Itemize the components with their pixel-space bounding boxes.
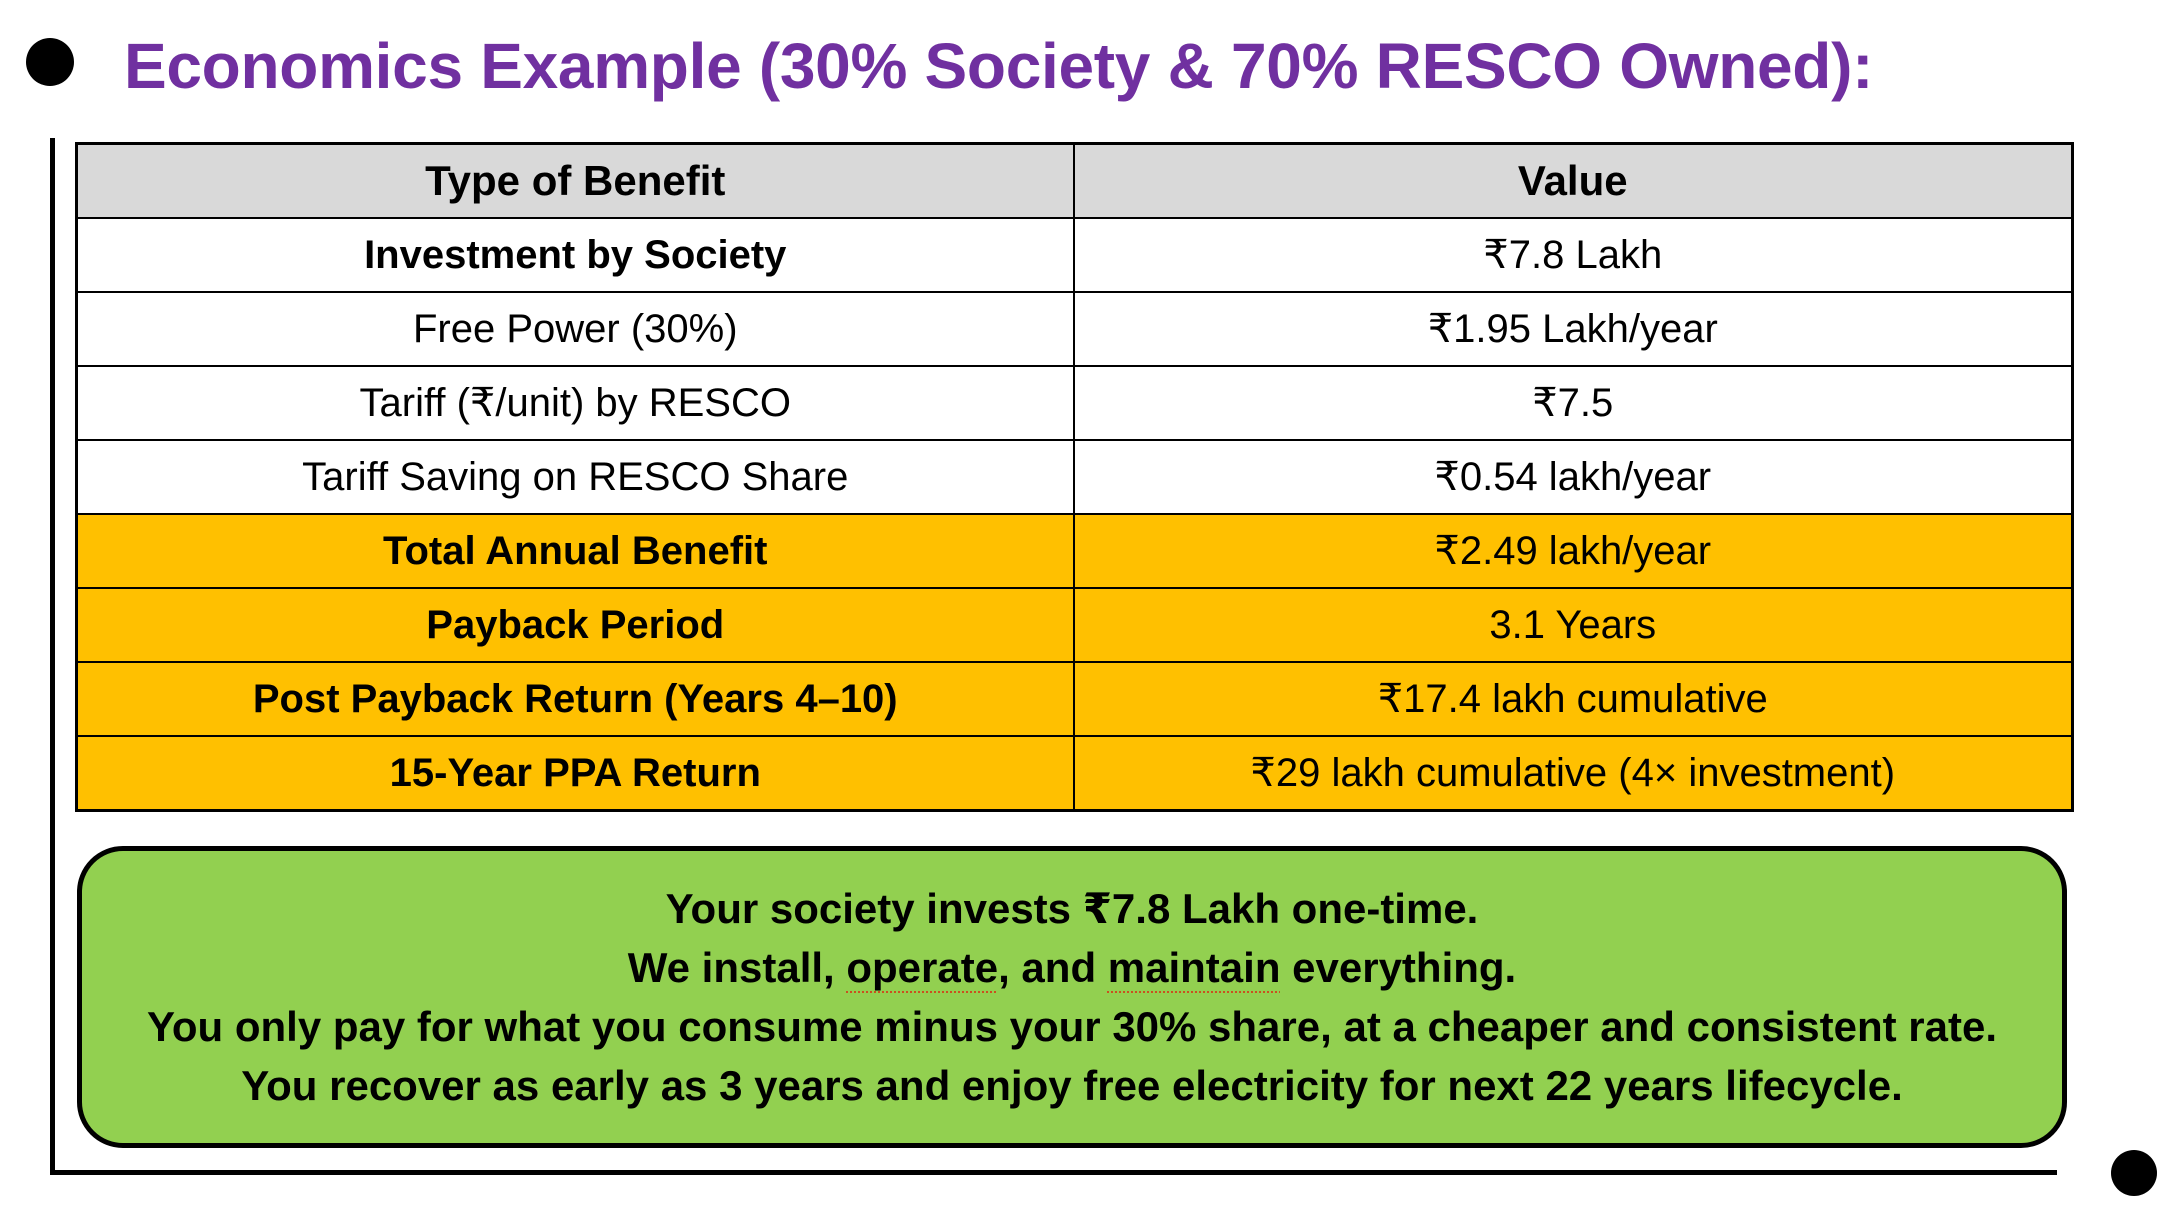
benefit-value-cell: ₹2.49 lakh/year: [1072, 513, 2074, 589]
callout-text: everything.: [1280, 944, 1517, 991]
callout-text: , and: [998, 944, 1108, 991]
callout-line-payment: You only pay for what you consume minus …: [146, 1003, 1998, 1050]
benefit-value-cell: ₹0.54 lakh/year: [1072, 439, 2074, 515]
benefit-type-cell: Tariff (₹/unit) by RESCO: [75, 365, 1075, 441]
benefit-value-cell: ₹1.95 Lakh/year: [1072, 291, 2074, 367]
frame-bottom-line: [50, 1170, 2057, 1175]
callout-text: We install,: [627, 944, 847, 991]
benefits-table: Type of Benefit Value Investment by Soci…: [75, 142, 2074, 812]
slide-title: Economics Example (30% Society & 70% RES…: [124, 30, 1874, 102]
benefit-type-cell: Free Power (30%): [75, 291, 1075, 367]
column-header-value: Value: [1072, 142, 2074, 219]
table-row: Investment by Society ₹7.8 Lakh: [75, 217, 2074, 293]
table-header-row: Type of Benefit Value: [75, 142, 2074, 219]
spellcheck-word-operate: operate: [846, 944, 999, 991]
benefit-type-cell: 15-Year PPA Return: [75, 735, 1075, 812]
benefit-value-cell: ₹7.8 Lakh: [1072, 217, 2074, 293]
benefit-type-cell: Total Annual Benefit: [75, 513, 1075, 589]
title-bullet: [26, 38, 74, 86]
callout-line-services: We install, operate, and maintain everyt…: [628, 938, 1516, 997]
benefit-type-cell: Investment by Society: [75, 217, 1075, 293]
table-row-highlighted: 15-Year PPA Return ₹29 lakh cumulative (…: [75, 735, 2074, 812]
corner-bullet: [2111, 1150, 2157, 1196]
column-header-type: Type of Benefit: [75, 142, 1075, 219]
benefit-value-cell: ₹17.4 lakh cumulative: [1072, 661, 2074, 737]
summary-callout-box: Your society invests ₹7.8 Lakh one-time.…: [77, 846, 2067, 1148]
benefit-value-cell: ₹7.5: [1072, 365, 2074, 441]
benefit-type-cell: Payback Period: [75, 587, 1075, 663]
table-row: Free Power (30%) ₹1.95 Lakh/year: [75, 291, 2074, 367]
callout-line-investment: Your society invests ₹7.8 Lakh one-time.: [665, 885, 1479, 932]
table-row: Tariff Saving on RESCO Share ₹0.54 lakh/…: [75, 439, 2074, 515]
frame-left-line: [50, 138, 55, 1175]
benefit-value-cell: ₹29 lakh cumulative (4× investment): [1072, 735, 2074, 812]
table-row-highlighted: Post Payback Return (Years 4–10) ₹17.4 l…: [75, 661, 2074, 737]
table-row-highlighted: Total Annual Benefit ₹2.49 lakh/year: [75, 513, 2074, 589]
benefit-value-cell: 3.1 Years: [1072, 587, 2074, 663]
table-row: Tariff (₹/unit) by RESCO ₹7.5: [75, 365, 2074, 441]
benefit-type-cell: Tariff Saving on RESCO Share: [75, 439, 1075, 515]
table-row-highlighted: Payback Period 3.1 Years: [75, 587, 2074, 663]
benefit-type-cell: Post Payback Return (Years 4–10): [75, 661, 1075, 737]
callout-line-recovery: You recover as early as 3 years and enjo…: [241, 1062, 1903, 1109]
spellcheck-word-maintain: maintain: [1107, 944, 1281, 991]
